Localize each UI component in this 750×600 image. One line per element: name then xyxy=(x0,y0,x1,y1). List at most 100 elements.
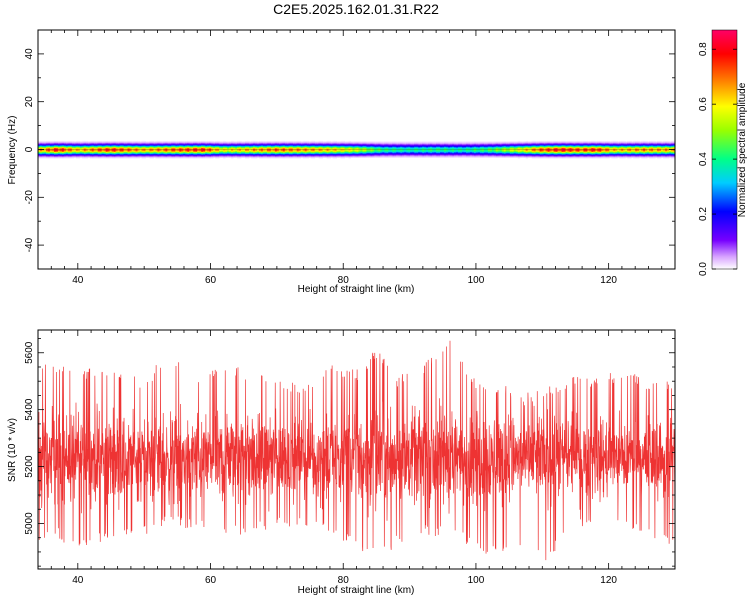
spectrogram-cell xyxy=(463,141,467,143)
spectrogram-cell xyxy=(103,143,107,145)
spectrogram-cell xyxy=(47,146,51,148)
spectrogram-cell xyxy=(195,156,198,158)
spectrogram-cell xyxy=(189,142,192,144)
spectrogram-cell xyxy=(179,149,182,151)
spectrogram-cell xyxy=(250,155,254,157)
spectrogram-cell xyxy=(227,152,230,154)
spectrogram-cell xyxy=(334,156,337,158)
spectrogram-cell xyxy=(245,145,248,148)
spectrogram-cell xyxy=(117,141,121,143)
spectrogram-cell xyxy=(398,154,401,156)
spectrogram-cell xyxy=(51,155,55,157)
spectrogram-cell xyxy=(300,147,304,149)
spectrogram-cell xyxy=(298,157,302,159)
spectrogram-cell xyxy=(328,143,332,145)
spectrogram-cell xyxy=(119,145,123,147)
spectrogram-cell xyxy=(302,157,306,159)
spectrogram-cell xyxy=(143,153,146,155)
spectrogram-cell xyxy=(109,155,113,158)
spectrogram-cell xyxy=(43,143,47,145)
spectrogram-cell xyxy=(135,156,138,158)
spectrogram-cell xyxy=(169,143,172,145)
spectrogram-cell xyxy=(213,143,216,145)
spectrogram-cell xyxy=(83,155,87,157)
spectrogram-cell xyxy=(113,150,117,152)
spectrogram-cell xyxy=(239,145,242,147)
spectrogram-cell xyxy=(422,145,425,147)
spectrogram-cell xyxy=(382,143,385,145)
spectrogram-cell xyxy=(189,150,192,153)
spectrogram-cell xyxy=(264,145,268,148)
spectrogram-cell xyxy=(286,143,290,145)
spectrogram-cell xyxy=(223,149,226,151)
spectrogram-cell xyxy=(73,151,77,153)
spectrogram-cell xyxy=(247,153,250,155)
spectrogram-cell xyxy=(416,145,419,147)
spectrogram-cell xyxy=(111,144,115,146)
spectrogram-cell xyxy=(217,146,220,148)
spectrogram-cell xyxy=(59,143,63,145)
spectrogram-cell xyxy=(390,155,393,157)
spectrogram-cell xyxy=(73,146,77,148)
spectrogram-cell xyxy=(117,143,121,145)
spectrogram-cell xyxy=(201,156,204,158)
spectrogram-cell xyxy=(159,152,162,154)
spectrogram-cell xyxy=(185,153,188,155)
spectrogram-cell xyxy=(203,145,206,147)
spectrogram-cell xyxy=(121,151,124,153)
spectrogram-cell xyxy=(360,150,363,153)
spectrogram-cell xyxy=(272,155,276,157)
spectrogram-cell xyxy=(394,141,397,143)
spectrogram-cell xyxy=(163,154,166,156)
spectrogram-cell xyxy=(292,147,296,149)
spectrogram-cell xyxy=(141,156,144,158)
spectrogram-cell xyxy=(219,148,222,150)
spectrogram-cell xyxy=(272,155,276,158)
spectrogram-cell xyxy=(422,143,425,145)
spectrogram-cell xyxy=(324,145,328,147)
spectrogram-cell xyxy=(442,148,445,150)
spectrogram-cell xyxy=(446,144,449,146)
spectrogram-cell xyxy=(39,153,43,155)
spectrogram-cell xyxy=(388,142,391,144)
spectrogram-cell xyxy=(129,155,132,158)
spectrogram-cell xyxy=(338,147,341,149)
spectrogram-cell xyxy=(155,150,158,152)
spectrogram-cell xyxy=(161,144,164,146)
spectrogram-cell xyxy=(402,144,405,146)
spectrogram-cell xyxy=(38,143,41,145)
spectrogram-cell xyxy=(249,147,252,149)
spectrogram-cell xyxy=(336,147,339,149)
spectrogram-cell xyxy=(201,154,204,156)
spectrogram-cell xyxy=(292,150,296,152)
spectrogram-cell xyxy=(93,142,97,144)
spectrogram-cell xyxy=(262,150,266,153)
spectrogram-cell xyxy=(193,148,196,150)
spectrogram-cell xyxy=(235,151,238,153)
spectrogram-cell xyxy=(314,151,318,153)
spectrogram-cell xyxy=(155,148,158,150)
spectrogram-cell xyxy=(191,152,194,154)
spectrogram-cell xyxy=(107,149,111,151)
spectrogram-cell xyxy=(360,143,363,145)
spectrogram-cell xyxy=(260,150,264,152)
spectrogram-cell xyxy=(201,151,204,153)
spectrogram-cell xyxy=(424,153,427,155)
spectrogram-cell xyxy=(121,140,124,143)
spectrogram-cell xyxy=(400,141,403,143)
spectrogram-cell xyxy=(426,146,429,148)
spectrogram-cell xyxy=(181,143,184,145)
spectrogram-cell xyxy=(57,147,61,149)
spectrogram-cell xyxy=(43,143,47,145)
spectrogram-cell xyxy=(211,140,214,143)
spectrogram-cell xyxy=(85,148,89,150)
spectrogram-cell xyxy=(187,141,190,143)
spectrogram-cell xyxy=(223,152,226,154)
spectrogram-cell xyxy=(400,153,403,155)
spectrogram-cell xyxy=(93,149,97,151)
spectrogram-cell xyxy=(169,157,172,159)
spectrogram-cell xyxy=(378,150,381,152)
spectrogram-cell xyxy=(237,150,240,152)
spectrogram-cell xyxy=(344,148,347,150)
spectrogram-cell xyxy=(362,145,365,147)
